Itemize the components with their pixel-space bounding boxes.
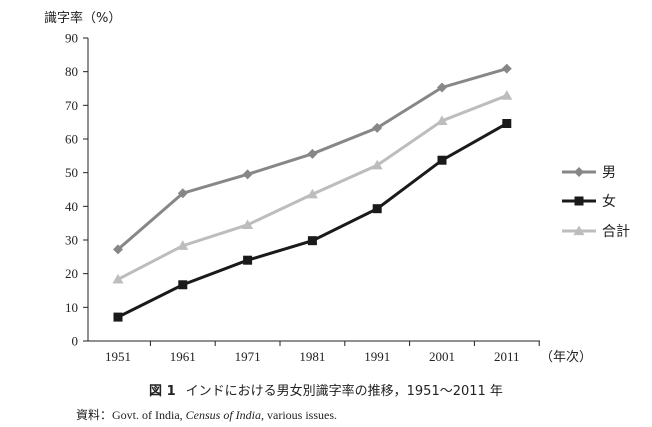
data-point [178,280,188,290]
y-tick-label: 90 [65,31,78,46]
series-line [117,94,508,281]
y-tick-label: 80 [65,64,78,79]
legend-item: 女 [562,193,616,210]
y-tick-label: 0 [72,334,79,349]
legend-marker [573,225,585,236]
data-point [307,236,317,246]
legend-marker [574,196,584,206]
y-tick-label: 60 [65,132,78,147]
figure-caption: 図 1 インドにおける男女別識字率の推移，1951〜2011 年 [0,380,652,399]
y-tick-label: 50 [65,165,78,180]
y-tick-label: 70 [65,98,78,113]
data-point [177,240,189,250]
data-point [371,159,383,170]
data-point [113,312,123,322]
source-publisher: Govt. of India, [112,408,186,422]
figure-number: 図 1 [149,384,176,399]
y-axis-label: 識字率（%） [44,10,121,26]
y-tick-label: 30 [65,233,78,248]
data-point [372,122,383,133]
data-point [502,119,512,129]
data-point [113,244,123,255]
series-total [112,90,513,284]
legend-label: 合計 [602,224,630,240]
data-point [177,188,188,199]
source-suffix: , various issues. [261,408,338,422]
series-female [113,119,512,322]
source-title: Census of India [185,408,262,422]
x-ticks: 1951 1961 1971 1981 1991 2001 2011 [105,341,540,364]
axes [87,38,540,342]
y-tick-label: 40 [65,199,78,214]
series-group [112,63,513,322]
x-tick-label: 1961 [170,349,196,364]
x-tick-label: 1971 [235,349,261,364]
legend-item: 合計 [562,224,630,240]
source-prefix: 資料： [76,408,113,422]
x-tick-label: 2011 [494,349,520,364]
legend-label: 男 [602,165,616,181]
x-tick-label: 1951 [105,349,131,364]
legend-item: 男 [562,165,616,181]
y-tick-label: 20 [65,266,78,281]
data-point [242,169,253,180]
data-point [437,82,447,93]
data-point [243,255,253,265]
source-note: 資料：Govt. of India, Census of India, vari… [76,406,337,423]
data-point [306,188,318,199]
x-axis-label: （年次） [540,349,592,365]
y-ticks: 0 10 20 30 40 50 60 70 80 90 [65,31,88,349]
data-point [436,115,448,125]
data-point [112,273,124,284]
x-tick-label: 1981 [299,349,325,364]
data-point [307,148,318,159]
legend-label: 女 [602,193,616,210]
x-tick-label: 1991 [364,349,390,364]
data-point [372,204,382,214]
data-point [437,155,447,165]
y-tick-label: 10 [65,300,78,315]
x-tick-label: 2001 [429,349,455,364]
legend-marker [574,167,584,177]
data-point [501,90,513,100]
data-point [501,63,512,74]
figure-title: インドにおける男女別識字率の推移，1951〜2011 年 [185,384,503,399]
series-male [113,63,512,255]
data-point [242,219,254,229]
series-line [117,67,508,251]
